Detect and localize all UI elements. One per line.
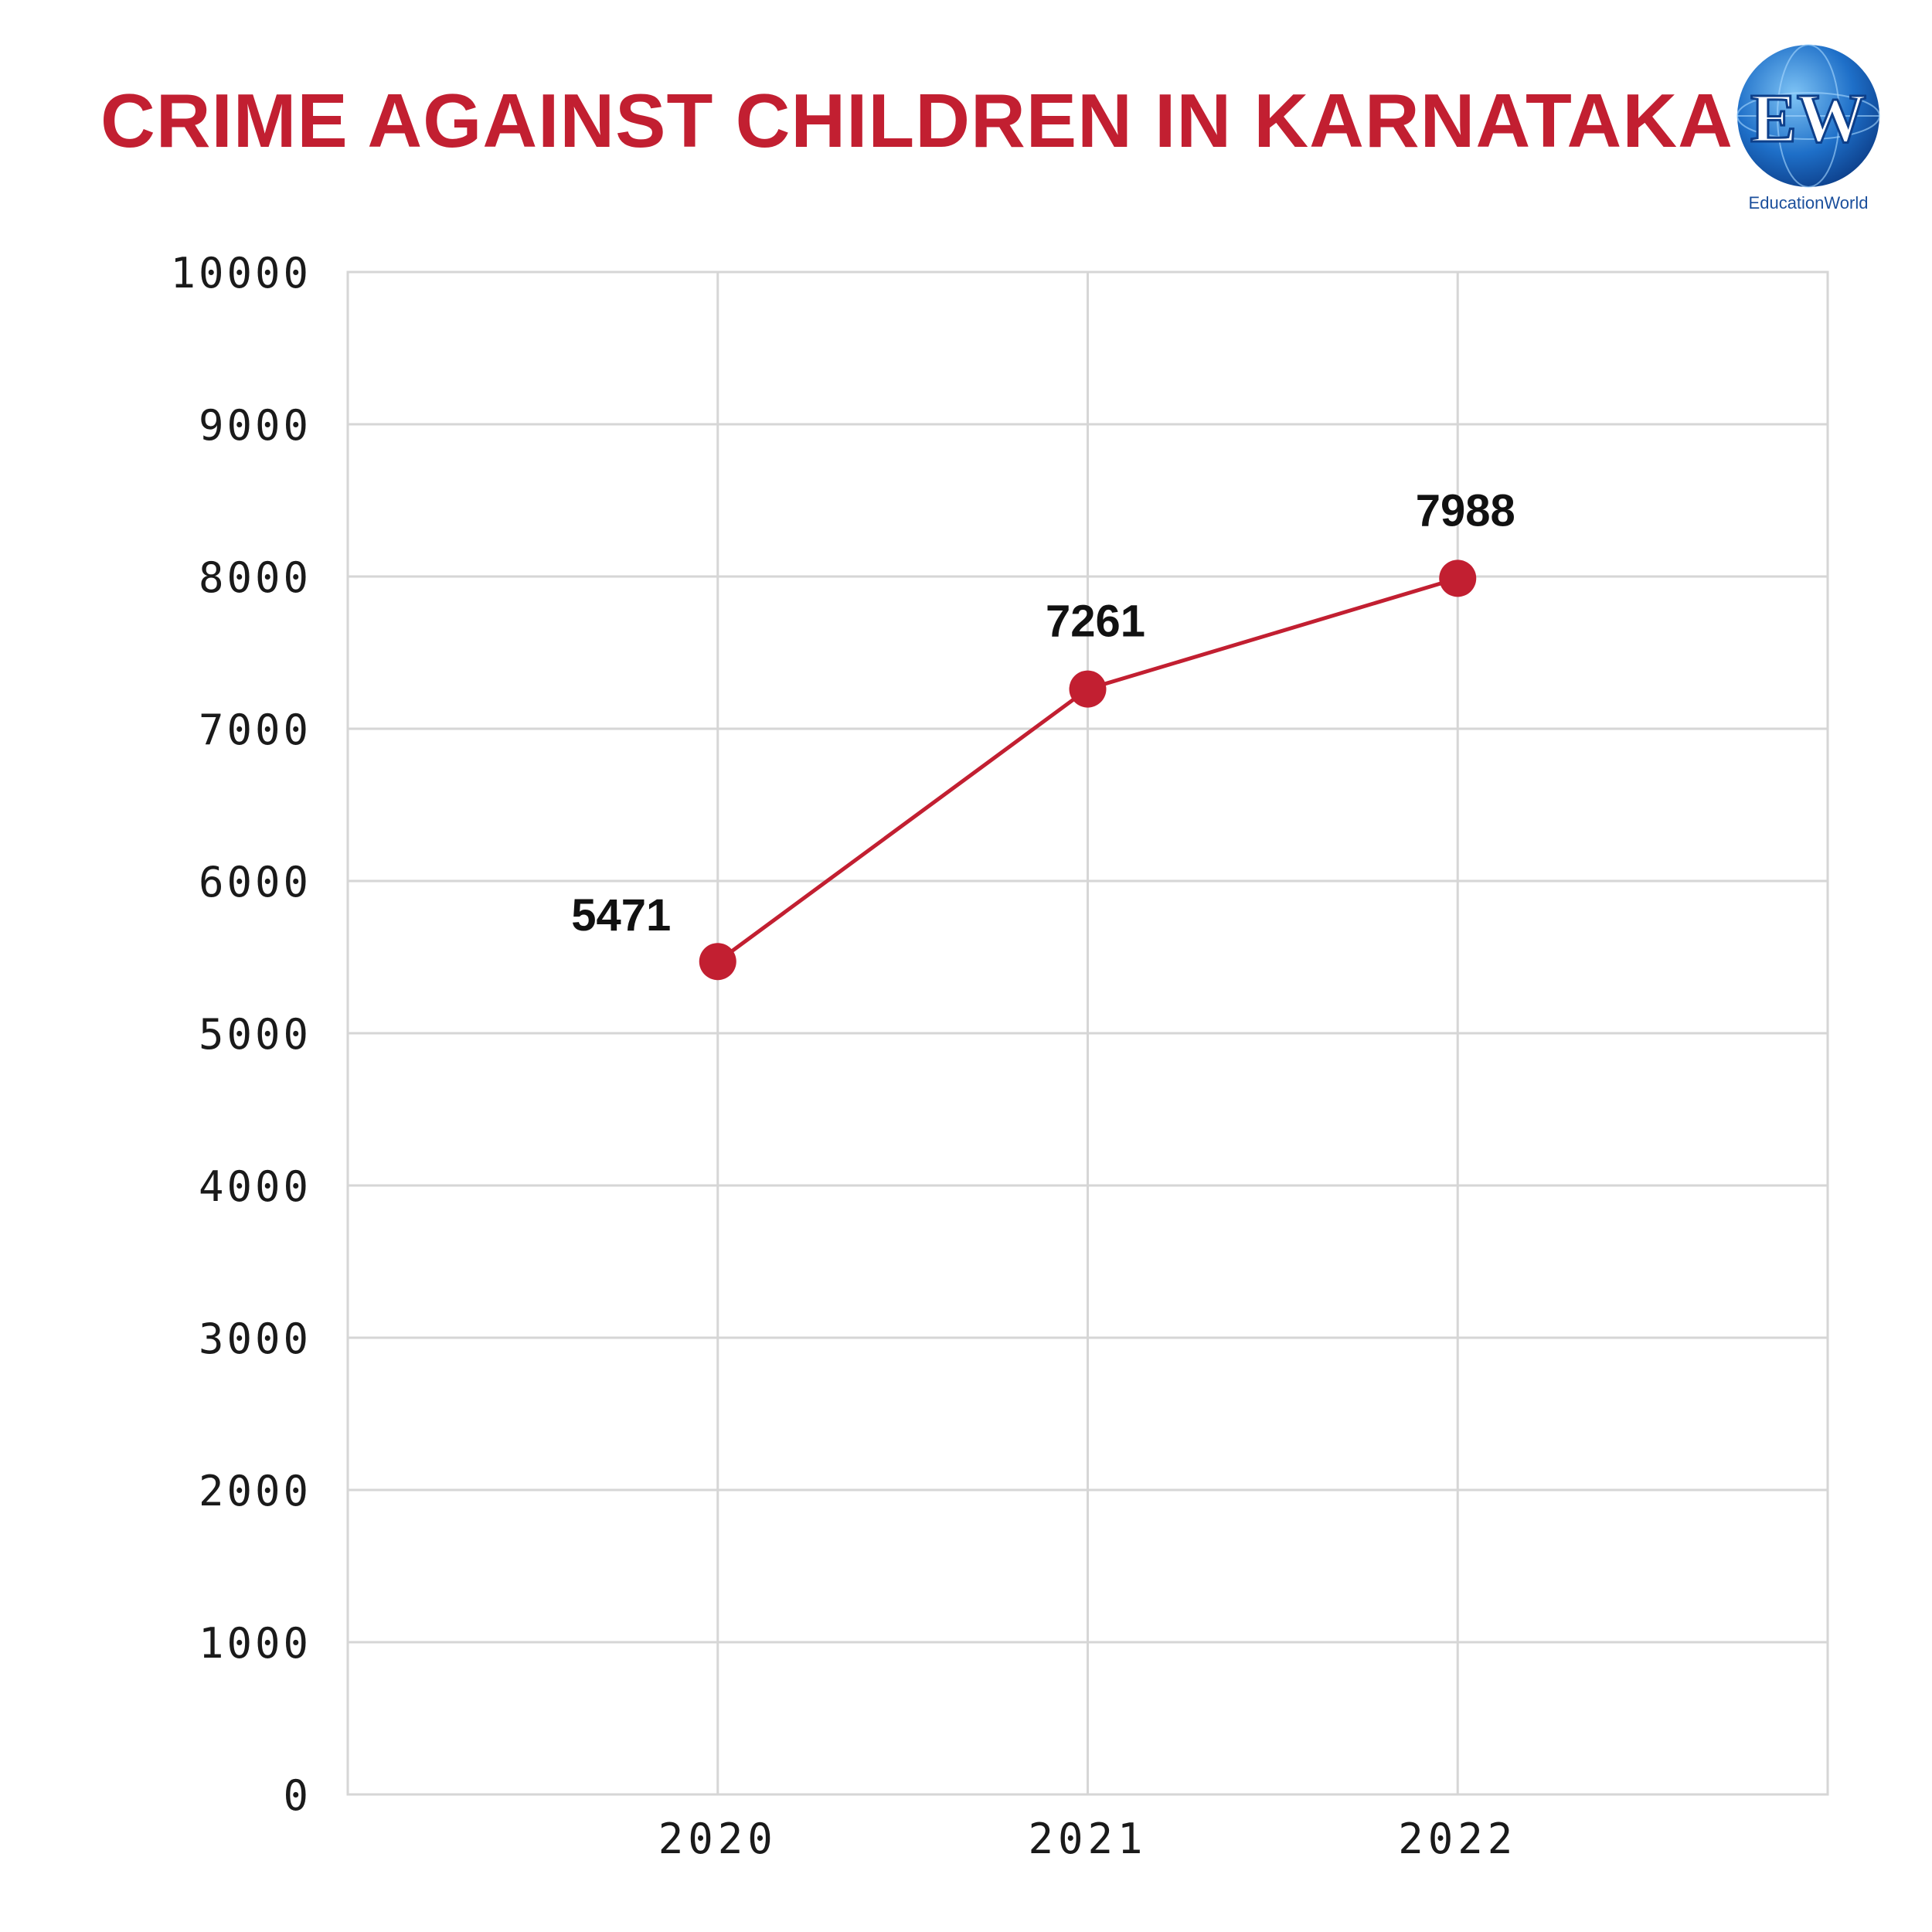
education-world-logo-icon: EW [1736,44,1880,188]
data-point [699,943,736,981]
data-point [1439,560,1477,597]
y-tick-label: 3000 [199,1315,311,1363]
data-label: 7261 [1046,597,1145,647]
x-tick-label: 2021 [1028,1815,1147,1863]
y-tick-label: 0 [283,1771,311,1820]
x-tick-label: 2020 [658,1815,777,1863]
chart-title: CRIME AGAINST CHILDREN IN KARNATAKA [100,78,1733,163]
y-tick-label: 6000 [199,858,311,906]
y-tick-label: 2000 [199,1467,311,1515]
logo-monogram: EW [1750,80,1866,157]
y-tick-label: 1000 [199,1619,311,1668]
data-label: 5471 [571,890,671,940]
data-label: 7988 [1416,485,1515,536]
logo-caption: EducationWorld [1748,193,1869,213]
y-tick-label: 4000 [199,1162,311,1211]
y-tick-label: 8000 [199,553,311,602]
y-tick-label: 5000 [199,1010,311,1059]
data-point [1069,670,1107,708]
y-tick-label: 9000 [199,401,311,450]
y-tick-label: 7000 [199,706,311,754]
x-tick-label: 2022 [1398,1815,1517,1863]
y-tick-label: 10000 [170,249,311,298]
